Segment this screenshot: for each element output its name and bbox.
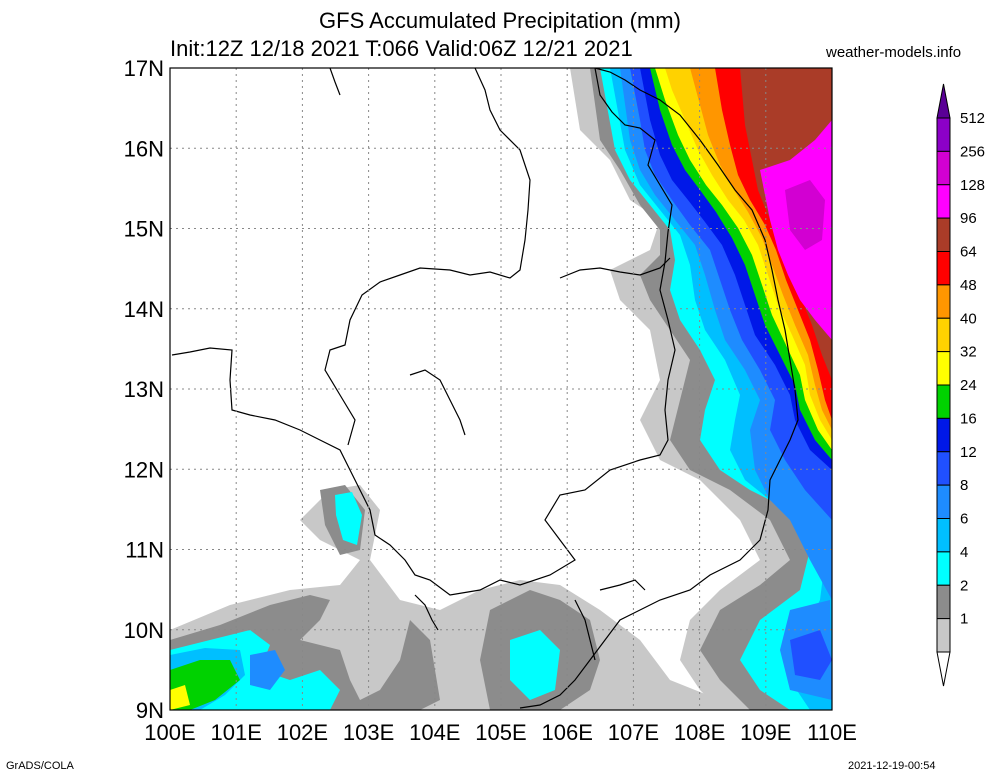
colorbar-swatch bbox=[936, 384, 951, 419]
lat-label: 12N bbox=[124, 457, 164, 482]
chart-subtitle: Init:12Z 12/18 2021 T:066 Valid:06Z 12/2… bbox=[170, 36, 633, 61]
colorbar-swatch bbox=[936, 251, 951, 286]
lon-label: 101E bbox=[211, 720, 262, 745]
colorbar-label: 40 bbox=[960, 310, 977, 327]
colorbar-label: 128 bbox=[960, 177, 985, 194]
colorbar-label: 96 bbox=[960, 210, 977, 227]
colorbar-swatch bbox=[936, 451, 951, 486]
site-label: weather-models.info bbox=[826, 44, 962, 61]
colorbar-swatch bbox=[936, 217, 951, 252]
colorbar-swatch bbox=[936, 317, 951, 353]
lat-label: 11N bbox=[125, 538, 164, 563]
lon-label: 103E bbox=[343, 720, 394, 745]
lon-label: 108E bbox=[674, 720, 725, 745]
colorbar-label: 48 bbox=[960, 277, 977, 294]
colorbar-label: 32 bbox=[960, 344, 977, 361]
colorbar-swatch bbox=[936, 117, 951, 152]
colorbar-swatch bbox=[936, 351, 951, 386]
lon-labels: 100E 101E 102E 103E 104E 105E 106E 107E 108E 109E… bbox=[144, 720, 857, 745]
grid-lines bbox=[170, 68, 832, 710]
colorbar-label: 12 bbox=[960, 444, 977, 461]
colorbar-label: 8 bbox=[960, 477, 968, 494]
lon-label: 106E bbox=[542, 720, 593, 745]
colorbar-bottom-arrow bbox=[936, 651, 951, 687]
colorbar-swatch bbox=[936, 184, 951, 219]
lon-label: 107E bbox=[608, 720, 659, 745]
lat-labels: 17N 16N 15N 14N 13N 12N 11N 10N 9N bbox=[124, 56, 164, 723]
lat-label: 17N bbox=[124, 56, 164, 81]
lon-label: 105E bbox=[475, 720, 526, 745]
colorbar-label: 512 bbox=[960, 110, 985, 127]
colorbar-swatch bbox=[936, 484, 951, 519]
lon-label: 109E bbox=[740, 720, 791, 745]
colorbar-label: 2 bbox=[960, 577, 968, 594]
lon-label: 104E bbox=[409, 720, 460, 745]
lat-label: 9N bbox=[136, 698, 164, 723]
colorbar-label: 64 bbox=[960, 244, 977, 261]
lat-label: 15N bbox=[124, 217, 164, 242]
colorbar-top-arrow bbox=[936, 83, 951, 119]
colorbar-swatch bbox=[936, 150, 951, 186]
chart-title: GFS Accumulated Precipitation (mm) bbox=[319, 8, 681, 33]
colorbar-swatch bbox=[936, 584, 951, 620]
map-frame bbox=[169, 67, 833, 711]
lon-label: 102E bbox=[277, 720, 328, 745]
footer-right: 2021-12-19-00:54 bbox=[848, 760, 936, 772]
colorbar-label: 256 bbox=[960, 143, 985, 160]
colorbar-swatch bbox=[936, 551, 951, 586]
colorbar-swatch bbox=[936, 518, 951, 553]
footer-left: GrADS/COLA bbox=[6, 760, 74, 772]
lat-label: 16N bbox=[124, 136, 164, 161]
colorbar-label: 4 bbox=[960, 544, 968, 561]
colorbar-label: 6 bbox=[960, 511, 968, 528]
lat-label: 14N bbox=[124, 297, 164, 322]
lon-label: 100E bbox=[144, 720, 195, 745]
colorbar-label: 1 bbox=[960, 611, 968, 628]
lon-label: 110E bbox=[807, 720, 857, 745]
colorbar-swatch bbox=[936, 284, 951, 319]
colorbar-label: 16 bbox=[960, 410, 977, 427]
coastline-borders bbox=[171, 68, 799, 709]
lat-label: 10N bbox=[124, 618, 164, 643]
colorbar-swatch bbox=[936, 417, 951, 453]
lat-label: 13N bbox=[124, 377, 164, 402]
colorbar-swatch bbox=[936, 618, 951, 653]
colorbar-label: 24 bbox=[960, 377, 977, 394]
